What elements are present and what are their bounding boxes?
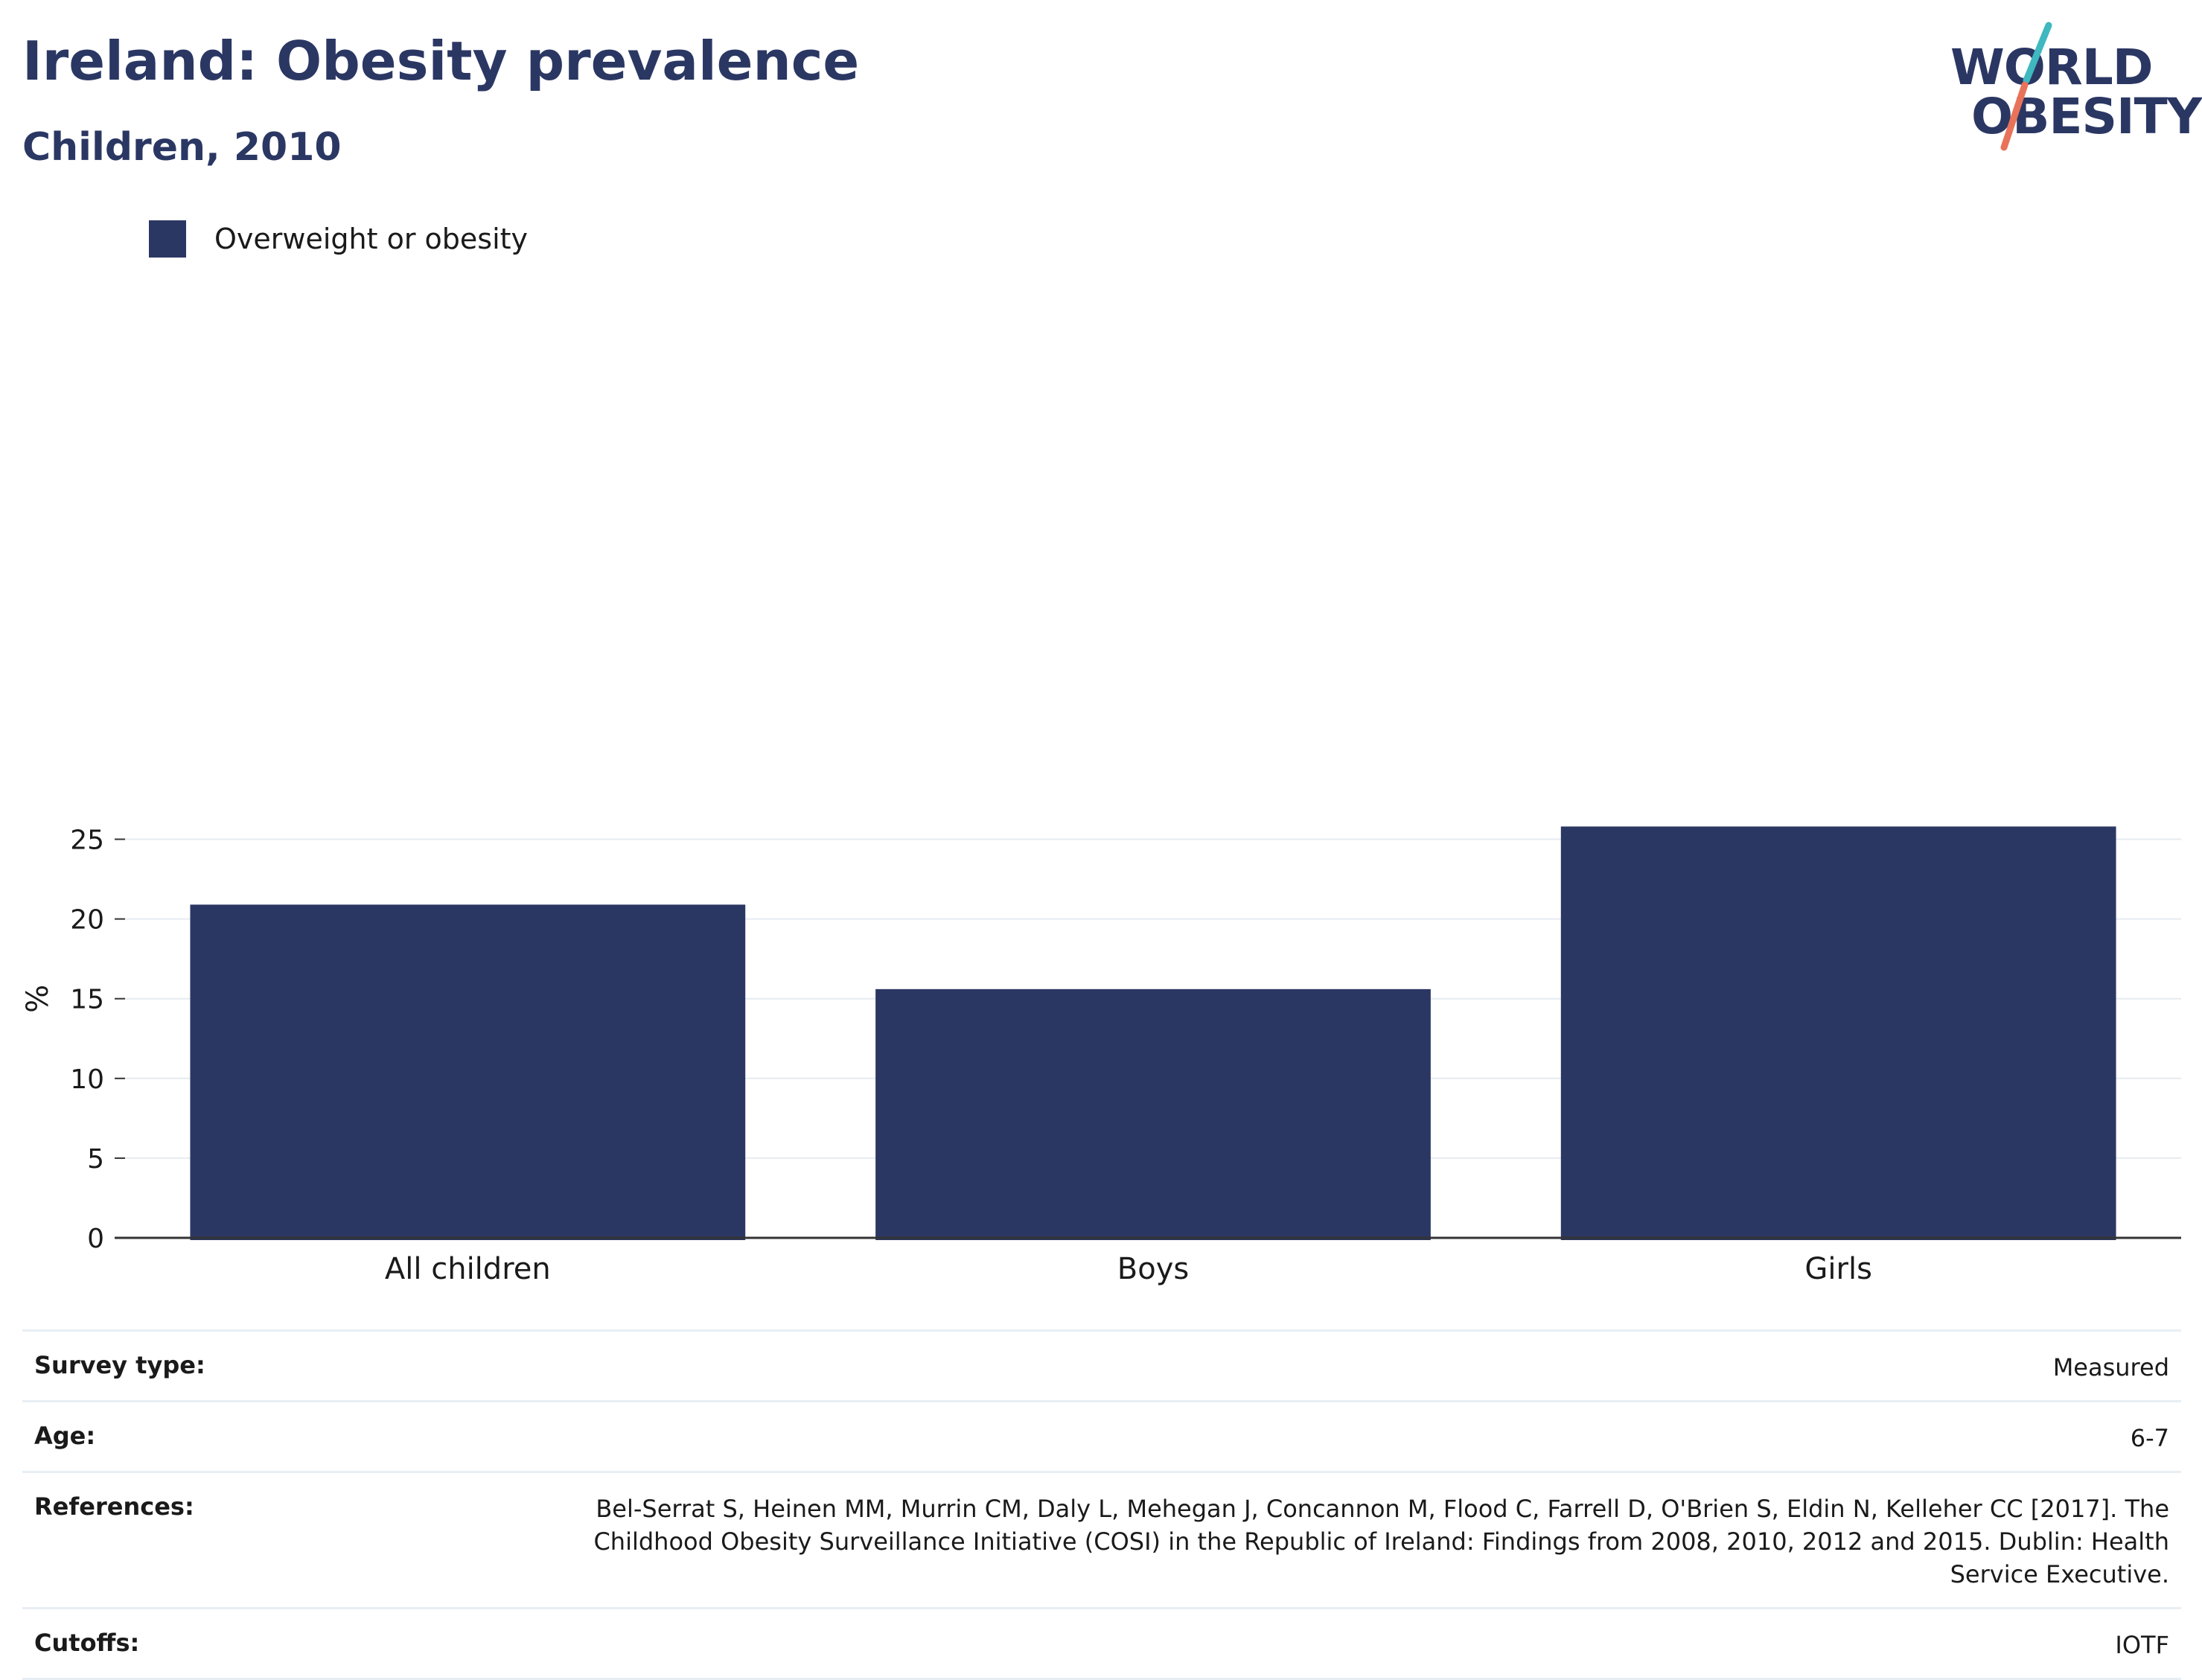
bar-boys bbox=[875, 988, 1431, 1240]
info-key: Age: bbox=[34, 1422, 96, 1450]
logo-line-1: WORLD bbox=[1950, 39, 2154, 96]
bar-girls bbox=[1560, 826, 2116, 1240]
chart-subtitle: Children, 2010 bbox=[22, 125, 342, 170]
bar-chart: 0 5 10 15 20 25 All children Boys Girls % bbox=[21, 825, 2181, 1286]
x-tick-label: Boys bbox=[1117, 1252, 1189, 1286]
info-value: 6-7 bbox=[2130, 1424, 2169, 1452]
x-tick-label: Girls bbox=[1804, 1252, 1872, 1286]
info-value: Measured bbox=[2052, 1353, 2169, 1382]
chart-title: Ireland: Obesity prevalence bbox=[22, 30, 860, 92]
y-axis-title: % bbox=[21, 985, 55, 1013]
world-obesity-logo: WORLD OBESITY bbox=[1935, 21, 2202, 155]
info-row-age: Age: 6-7 bbox=[22, 1400, 2181, 1471]
y-tick-label: 5 bbox=[87, 1144, 104, 1175]
info-value: Bel-Serrat S, Heinen MM, Murrin CM, Daly… bbox=[593, 1495, 2169, 1588]
y-axis-ticks: 0 5 10 15 20 25 bbox=[70, 825, 125, 1254]
x-tick-label: All children bbox=[385, 1252, 551, 1286]
info-value: IOTF bbox=[2115, 1631, 2169, 1659]
legend-swatch bbox=[149, 220, 186, 258]
info-row-survey-type: Survey type: Measured bbox=[22, 1329, 2181, 1400]
x-axis-labels: All children Boys Girls bbox=[385, 1252, 1872, 1286]
bars bbox=[190, 826, 2116, 1240]
info-key: References: bbox=[34, 1492, 194, 1521]
legend-label: Overweight or obesity bbox=[214, 223, 529, 255]
y-tick-label: 20 bbox=[70, 905, 104, 936]
y-tick-label: 0 bbox=[87, 1224, 104, 1254]
logo-slash-icon bbox=[2000, 22, 2052, 151]
legend: Overweight or obesity bbox=[149, 220, 528, 258]
y-tick-label: 25 bbox=[70, 825, 104, 856]
info-row-cutoffs: Cutoffs: IOTF bbox=[22, 1607, 2181, 1680]
info-key: Survey type: bbox=[34, 1351, 205, 1379]
info-key: Cutoffs: bbox=[34, 1629, 140, 1657]
bar-all-children bbox=[190, 904, 746, 1240]
survey-info-table: Survey type: Measured Age: 6-7 Reference… bbox=[22, 1329, 2181, 1680]
y-tick-label: 10 bbox=[70, 1064, 104, 1095]
info-row-references: References: Bel-Serrat S, Heinen MM, Mur… bbox=[22, 1471, 2181, 1607]
y-tick-label: 15 bbox=[70, 985, 104, 1015]
